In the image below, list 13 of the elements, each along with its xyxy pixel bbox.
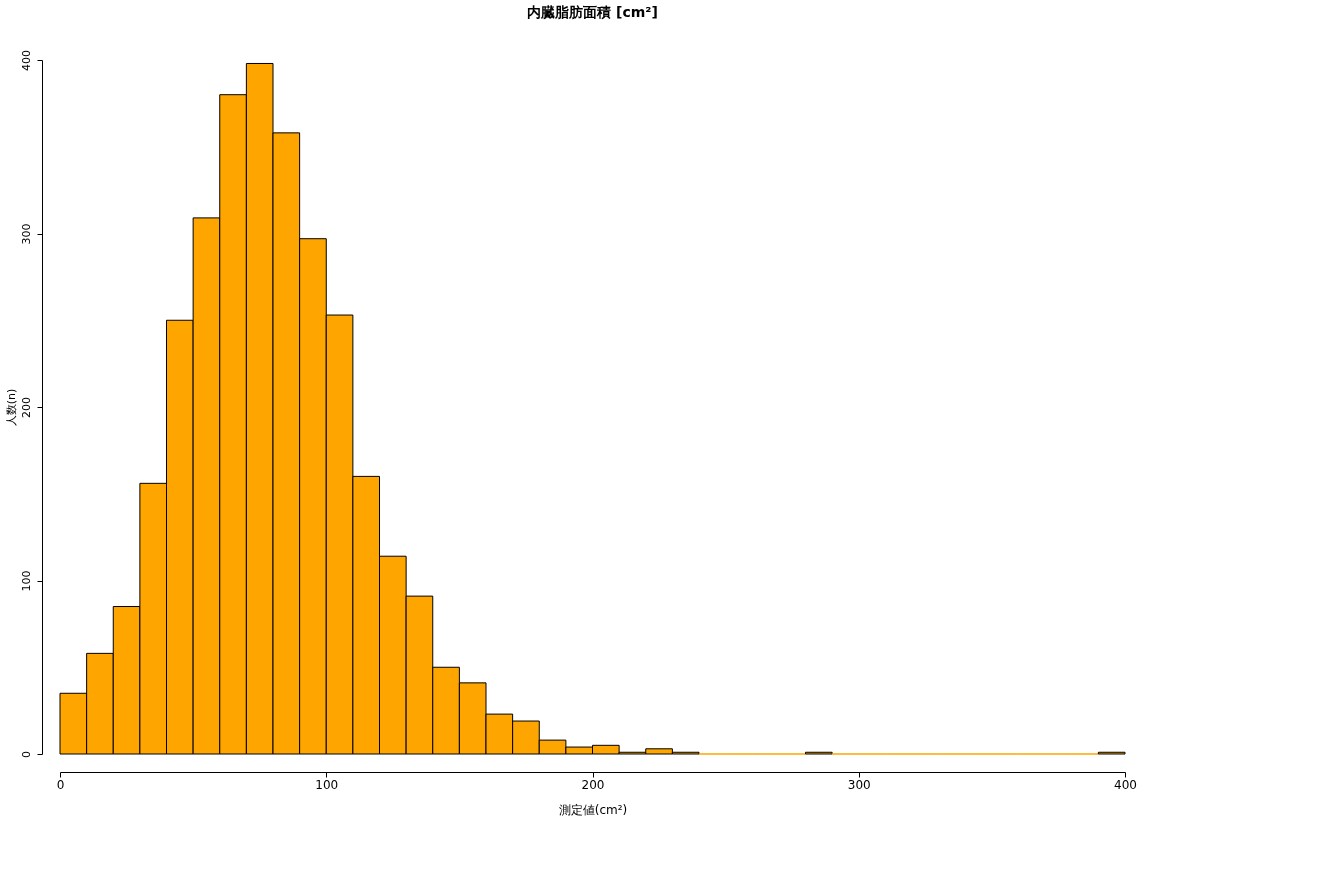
x-tick-label: 300	[847, 777, 871, 792]
y-tick-label: 0	[19, 751, 33, 758]
y-tick-label: 200	[19, 397, 33, 418]
x-tick-label: 0	[56, 777, 65, 792]
x-tick-label: 100	[315, 777, 339, 792]
y-tick-label: 100	[19, 570, 33, 592]
x-tick-label: 400	[1114, 777, 1137, 792]
y-tick-label: 400	[19, 50, 33, 71]
x-axis-title: 測定値(cm²)	[558, 802, 628, 817]
chart-title: 内臓脂肪面積 [cm²]	[527, 3, 658, 20]
y-tick-label: 300	[19, 223, 33, 245]
x-tick-label: 200	[581, 777, 605, 792]
y-axis-title: 人数(n)	[4, 388, 18, 427]
